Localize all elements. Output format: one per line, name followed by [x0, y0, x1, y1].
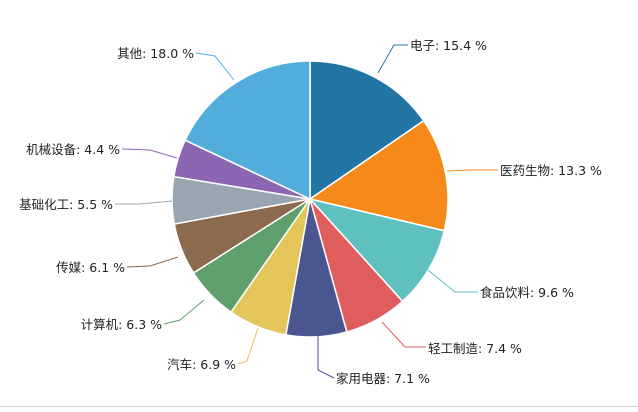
slice-label-10: 其他: 18.0 %	[117, 46, 194, 61]
bottom-border	[0, 406, 638, 407]
label-leader-line-10	[195, 52, 235, 81]
label-leader-line-7	[126, 256, 179, 268]
label-leader-line-1	[446, 169, 498, 172]
slice-label-9: 机械设备: 4.4 %	[26, 142, 120, 157]
label-leader-line-5	[237, 327, 259, 365]
label-leader-line-8	[115, 200, 173, 205]
pie-slice-0[interactable]	[309, 60, 425, 201]
label-leader-line-3	[381, 321, 426, 348]
slice-label-7: 传媒: 6.1 %	[56, 260, 125, 275]
pie-slice-1[interactable]	[308, 119, 449, 232]
label-leader-line-0	[377, 44, 408, 74]
label-leader-line-4	[317, 336, 335, 379]
slice-label-6: 计算机: 6.3 %	[81, 317, 163, 332]
slice-label-2: 食品饮料: 9.6 %	[480, 285, 574, 300]
label-leader-line-9	[121, 148, 178, 159]
slice-label-0: 电子: 15.4 %	[410, 38, 487, 53]
slice-label-3: 轻工制造: 7.4 %	[428, 341, 522, 356]
slice-label-1: 医药生物: 13.3 %	[500, 163, 602, 178]
slice-label-5: 汽车: 6.9 %	[167, 357, 236, 372]
pie-slice-10[interactable]	[184, 60, 311, 201]
label-leader-line-6	[163, 299, 205, 325]
pie-slice-2[interactable]	[307, 197, 446, 303]
slice-label-4: 家用电器: 7.1 %	[336, 371, 430, 386]
label-leader-line-2	[427, 269, 478, 293]
slice-label-8: 基础化工: 5.5 %	[19, 197, 113, 212]
